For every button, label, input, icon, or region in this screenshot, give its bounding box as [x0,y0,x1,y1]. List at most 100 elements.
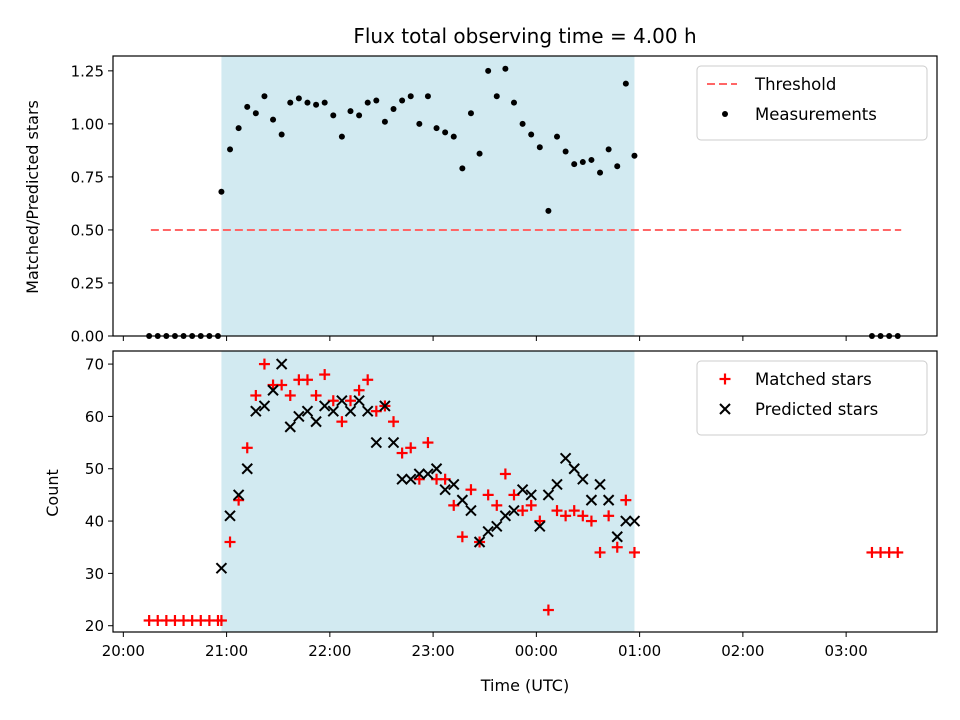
predicted-star-point [379,400,391,412]
matched-star-point [542,604,554,616]
predicted-star-point [275,358,288,370]
matched-star-point [456,531,468,543]
predicted-star-point [250,405,262,417]
predicted-star-point [413,468,426,480]
predicted-star-point [448,478,460,491]
measurement-point [381,118,388,125]
y-tick-label: 0.00 [71,328,104,346]
legend-box [696,65,928,141]
matched-star-point [215,614,227,626]
measurement-point [424,93,431,100]
x-tick-label: 02:00 [721,642,764,660]
matched-star-point [396,447,408,459]
x-tick-label: 22:00 [308,642,351,660]
top-y-axis-title: Matched/Predicted stars [23,100,42,294]
matched-star-point [370,405,382,417]
predicted-star-point [465,504,477,517]
legend-box [696,360,928,436]
measurement-point [450,133,457,140]
matched-star-point [508,489,520,501]
predicted-star-point [336,395,348,407]
bottom-legend: Matched stars Predicted stars [696,360,928,436]
predicted-star-point [422,468,434,480]
predicted-star-point [310,415,322,428]
count-points [143,358,904,626]
measurement-point [321,99,328,106]
bottom-y-axis: 20 30 40 50 60 70 [85,356,113,635]
ratio-panel: 0.00 0.25 0.50 0.75 1.00 1.25 Matched/Predict… [23,55,938,346]
legend-label: Predicted stars [755,400,878,419]
matched-star-point [603,510,615,522]
y-tick-label: 0.50 [71,221,104,239]
axes-frame-rect [112,350,938,633]
y-tick-label: 40 [85,513,104,531]
measurement-point [493,93,500,100]
matched-star-point [560,510,572,522]
predicted-star-point [585,494,598,506]
measurement-point [416,120,423,127]
measurement-point [485,67,492,74]
measurement-point [467,110,474,117]
predicted-star-point [628,515,641,527]
measurement-point [631,152,638,159]
predicted-star-point [293,410,305,423]
predicted-star-point [611,531,623,543]
measurement-point [338,133,345,140]
matched-star-point [892,546,904,558]
predicted-star-point [534,520,546,533]
bottom-x-axis: 20:00 21:00 22:00 23:00 00:00 01:00 02:00 03:00 [102,632,868,660]
matched-star-point [534,515,546,527]
y-tick-label: 20 [85,617,104,635]
matched-star-point [388,416,400,428]
predicted-star-point [559,452,572,464]
matched-star-point [491,499,503,511]
matched-star-point [551,505,563,517]
legend-matched-swatch [719,373,731,385]
top-axes-frame [112,55,938,337]
legend-measurement-swatch [722,111,728,117]
legend-predicted-swatch [719,403,731,415]
predicted-star-point [456,494,469,506]
measurement-point [278,131,285,138]
axes-frame-rect [112,55,938,337]
predicted-star-point [405,473,417,485]
matched-star-point [517,505,529,517]
matched-star-point [465,484,477,496]
matched-star-point [405,442,417,454]
predicted-star-point [258,400,271,412]
y-tick-label: 0.25 [71,274,104,292]
predicted-star-point [482,525,494,538]
predicted-star-point [327,405,339,417]
y-tick-label: 1.00 [71,115,104,133]
predicted-star-point [396,473,408,485]
top-x-axis [122,336,847,341]
measurement-point [373,97,380,104]
matched-star-point [611,541,623,553]
x-tick-label: 03:00 [825,642,868,660]
predicted-star-point [344,405,357,417]
predicted-star-point [551,478,563,491]
y-tick-label: 50 [85,460,104,478]
measurement-point [399,97,406,104]
matched-star-point [344,395,356,407]
predicted-star-point [267,384,279,396]
top-y-axis: 0.00 0.25 0.50 0.75 1.00 1.25 [71,62,113,346]
top-legend: Threshold Measurements [696,65,928,141]
measurement-point [390,106,397,113]
bottom-y-axis-title: Count [43,469,62,517]
matched-star-point [499,468,511,480]
count-panel: 20 30 40 50 60 70 20:00 21:00 22:00 23:00 00:00 01… [43,350,938,695]
predicted-star-point [516,483,529,496]
predicted-star-point [284,421,296,433]
measurement-point [562,148,569,155]
predicted-star-point [439,483,451,496]
matched-star-point [301,374,313,386]
measurement-point [227,146,234,153]
matched-star-point [250,389,262,401]
measurement-point [330,112,337,119]
predicted-star-point [430,463,443,475]
predicted-star-point [215,562,228,574]
measurement-point [528,131,535,138]
matched-star-point [628,546,640,558]
x-tick-label: 21:00 [205,642,248,660]
